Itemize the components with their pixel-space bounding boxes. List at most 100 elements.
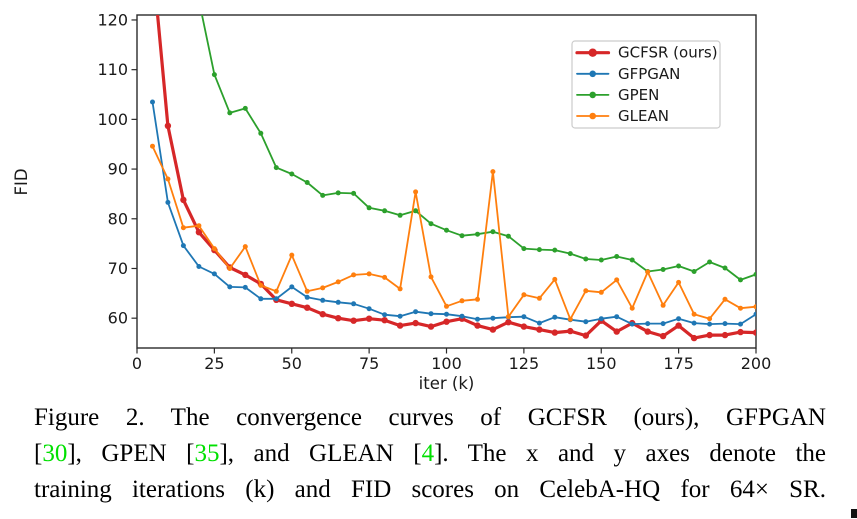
- series-line-gfpgan: [151, 101, 756, 326]
- data-point-gfpgan: [691, 320, 697, 326]
- data-point-glean: [459, 298, 465, 304]
- data-point-gcfsr-ours: [427, 323, 435, 330]
- data-point-gpen: [366, 205, 372, 211]
- data-point-gfpgan: [552, 314, 558, 320]
- data-point-gcfsr-ours: [551, 329, 558, 336]
- data-point-gfpgan: [382, 312, 388, 318]
- caption-text: ]. The x and y axes denote the: [434, 440, 827, 467]
- data-point-gpen: [707, 259, 713, 265]
- x-tick-label: 50: [282, 354, 302, 373]
- data-point-gfpgan: [722, 321, 728, 327]
- data-point-gpen: [273, 165, 279, 171]
- data-point-gfpgan: [242, 284, 248, 290]
- data-point-gcfsr-ours: [412, 319, 419, 327]
- data-point-glean: [242, 244, 248, 250]
- data-point-glean: [150, 143, 155, 149]
- data-point-glean: [645, 269, 651, 275]
- data-point-gcfsr-ours: [288, 300, 295, 307]
- data-point-glean: [738, 305, 743, 311]
- data-point-glean: [691, 311, 697, 317]
- caption-text: training iterations (k) and FID scores o…: [34, 476, 826, 503]
- data-point-gpen: [676, 263, 682, 269]
- data-point-gcfsr-ours: [489, 326, 497, 333]
- data-point-gfpgan: [676, 316, 682, 322]
- caption-text: Figure 2. The convergence curves of GCFS…: [34, 404, 826, 431]
- data-point-gfpgan: [459, 313, 465, 319]
- data-point-glean: [211, 246, 217, 252]
- data-point-gfpgan: [536, 320, 542, 326]
- data-point-gpen: [413, 208, 419, 214]
- caption-line: Figure 2. The convergence curves of GCFS…: [34, 400, 826, 436]
- data-point-gfpgan: [738, 321, 743, 327]
- legend-label-glean: GLEAN: [618, 107, 669, 125]
- data-point-gpen: [320, 192, 326, 198]
- data-point-gfpgan: [150, 99, 155, 105]
- caption-line: training iterations (k) and FID scores o…: [34, 472, 826, 508]
- y-tick-label: 60: [108, 309, 128, 328]
- citation-number: 35: [194, 440, 220, 467]
- data-point-gpen: [691, 269, 697, 274]
- data-point-glean: [753, 304, 756, 310]
- data-point-gpen: [490, 229, 496, 235]
- data-point-glean: [444, 303, 449, 309]
- data-point-glean: [490, 169, 496, 175]
- x-tick-label: 100: [431, 354, 462, 373]
- data-point-gcfsr-ours: [396, 322, 404, 329]
- legend-label-gfpgan: GFPGAN: [618, 65, 680, 83]
- legend-marker-gfpgan: [589, 70, 596, 78]
- series-line-glean: [151, 145, 756, 321]
- citation-number: 30: [42, 440, 68, 467]
- data-point-gpen: [351, 190, 357, 196]
- x-tick-label: 75: [359, 354, 379, 373]
- data-point-glean: [629, 305, 635, 311]
- data-point-gcfsr-ours: [582, 332, 589, 339]
- x-tick-label: 150: [586, 354, 617, 373]
- data-point-gfpgan: [180, 243, 186, 249]
- data-point-gfpgan: [165, 199, 171, 205]
- data-point-gpen: [211, 72, 217, 78]
- data-point-gcfsr-ours: [644, 328, 651, 335]
- data-point-gcfsr-ours: [164, 122, 172, 129]
- data-point-glean: [351, 272, 357, 278]
- data-point-glean: [227, 266, 233, 271]
- chart-wrap: 0 25 50 75 100 125 150 175 200 60 70 80 90 100 110 120 i…: [12, 10, 772, 393]
- data-point-gpen: [567, 251, 573, 257]
- data-point-gfpgan: [289, 284, 295, 290]
- data-point-glean: [583, 288, 589, 294]
- data-point-gfpgan: [521, 314, 527, 320]
- data-point-gcfsr-ours: [752, 329, 756, 336]
- page-edge-artifact: [851, 509, 857, 518]
- data-point-gfpgan: [707, 321, 713, 327]
- x-axis-label: iter (k): [419, 374, 475, 393]
- data-point-gpen: [289, 171, 295, 177]
- data-point-gcfsr-ours: [474, 322, 481, 329]
- data-point-gpen: [397, 212, 403, 218]
- y-tick-label: 70: [108, 259, 128, 278]
- data-point-gfpgan: [614, 314, 620, 320]
- data-point-glean: [165, 176, 171, 182]
- y-tick-label: 100: [97, 110, 128, 129]
- data-point-gpen: [521, 246, 527, 252]
- data-point-gfpgan: [598, 316, 604, 322]
- data-point-gcfsr-ours: [335, 315, 342, 322]
- data-point-gpen: [335, 190, 341, 196]
- data-point-gfpgan: [304, 294, 310, 300]
- x-tick-label: 200: [741, 354, 772, 373]
- y-tick-label: 110: [97, 60, 128, 79]
- data-point-gpen: [242, 105, 248, 111]
- y-tick-label: 120: [97, 10, 128, 29]
- caption-text: ], and GLEAN [: [219, 440, 422, 467]
- data-point-gfpgan: [320, 297, 326, 303]
- data-point-glean: [707, 316, 713, 322]
- data-point-gfpgan: [227, 284, 233, 290]
- data-point-gcfsr-ours: [319, 311, 326, 318]
- data-point-gfpgan: [645, 321, 651, 327]
- data-point-gcfsr-ours: [737, 328, 744, 336]
- data-point-gcfsr-ours: [443, 318, 450, 325]
- data-point-glean: [196, 223, 202, 229]
- series-line-gcfsr-ours: [155, 15, 756, 340]
- data-point-gpen: [536, 247, 542, 253]
- x-tick-label: 0: [132, 354, 142, 373]
- data-point-gfpgan: [490, 315, 496, 321]
- data-point-gpen: [552, 247, 558, 253]
